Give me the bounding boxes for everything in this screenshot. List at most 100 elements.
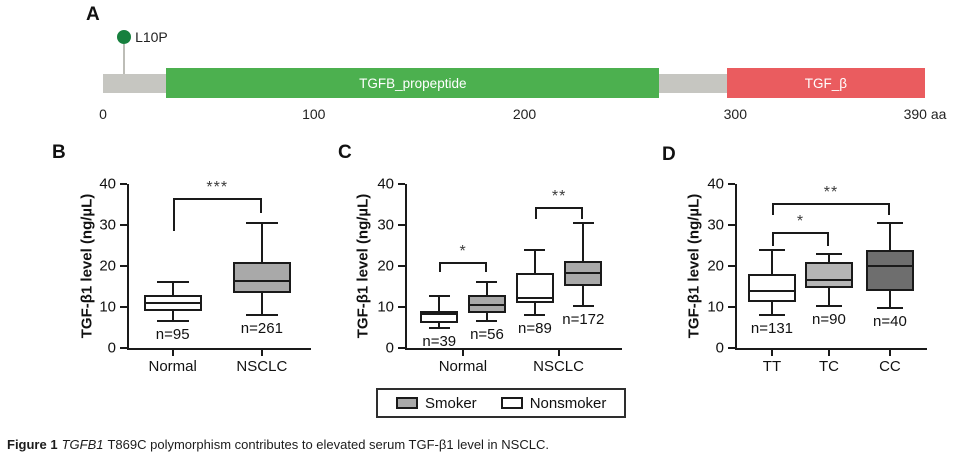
- protein-axis-tick-label: 100: [302, 106, 326, 122]
- y-tick-label: 10: [377, 298, 394, 316]
- whisker-cap-top: [876, 221, 903, 224]
- protein-axis-tick-label: 390 aa: [903, 106, 947, 122]
- y-axis-tick: [120, 347, 127, 349]
- y-tick-label: 20: [99, 257, 116, 275]
- y-axis-tick: [728, 306, 735, 308]
- bracket-drop-right: [826, 231, 829, 247]
- caption-text: T869C polymorphism contributes to elevat…: [107, 437, 549, 452]
- n-label: n=172: [562, 310, 605, 328]
- significance-stars: *: [796, 212, 805, 230]
- n-label: n=40: [873, 312, 907, 330]
- y-tick-label: 30: [707, 216, 724, 234]
- median-line: [867, 265, 912, 267]
- whisker-cap-bottom: [476, 319, 498, 322]
- median-line: [517, 296, 552, 299]
- box: [865, 250, 914, 291]
- significance-stars: *: [459, 242, 467, 260]
- y-tick-label: 0: [107, 339, 116, 357]
- y-axis-tick: [728, 224, 735, 226]
- bracket-drop-right: [887, 202, 890, 216]
- whisker-cap-bottom: [428, 326, 450, 329]
- y-axis-tick: [398, 183, 405, 185]
- median-line: [749, 289, 794, 292]
- n-label: n=89: [518, 320, 552, 338]
- significance-bracket: [439, 261, 487, 264]
- y-tick-label: 30: [99, 216, 116, 234]
- y-axis-tick: [398, 306, 405, 308]
- whisker-cap-bottom: [524, 314, 546, 317]
- y-axis-tick: [120, 306, 127, 308]
- whisker-cap-top: [428, 294, 450, 297]
- protein-axis-tick-label: 0: [99, 106, 107, 122]
- legend-label-smoker: Smoker: [425, 394, 477, 412]
- panel-d-ylabel: TGF-β1 level (ng/µL): [685, 193, 703, 339]
- x-category-label: TC: [818, 358, 839, 375]
- whisker-cap-top: [815, 252, 842, 255]
- whisker-cap-bottom: [156, 320, 189, 323]
- panel-b-ylabel: TGF-β1 level (ng/µL): [78, 193, 96, 339]
- domain-bar-1: TGF_β: [726, 68, 925, 98]
- y-axis-tick: [728, 347, 735, 349]
- significance-bracket: [172, 198, 262, 201]
- y-axis-tick: [728, 183, 735, 185]
- box: [747, 274, 796, 302]
- y-tick-label: 10: [99, 298, 116, 316]
- x-axis-tick: [888, 350, 891, 356]
- box: [232, 261, 291, 294]
- significance-stars: ***: [206, 179, 229, 197]
- x-category-label: NSCLC: [236, 358, 288, 375]
- mutation-label: L10P: [135, 29, 168, 45]
- bracket-drop-right: [259, 198, 262, 213]
- n-label: n=261: [240, 320, 283, 338]
- whisker-cap-bottom: [572, 304, 594, 307]
- whisker-cap-top: [572, 221, 594, 224]
- x-axis-tick: [461, 350, 464, 356]
- y-axis-tick: [120, 265, 127, 267]
- panel-b-plot: 0 10 20 30 40 Normal NSCLC n=95 n=261 ***: [99, 176, 311, 375]
- bracket-drop-left: [534, 206, 537, 219]
- x-axis-tick: [260, 350, 263, 356]
- smoker-swatch: [396, 397, 418, 409]
- domain-bar-0: TGFB_propeptide: [166, 68, 660, 98]
- x-category-label: TT: [762, 358, 782, 375]
- median-line: [422, 312, 457, 315]
- bracket-drop-right: [484, 261, 487, 273]
- y-tick-label: 10: [707, 298, 724, 316]
- y-tick-label: 40: [99, 175, 116, 193]
- significance-bracket: [771, 202, 890, 205]
- n-label: n=90: [812, 310, 846, 328]
- x-category-label: Normal: [438, 358, 488, 375]
- x-axis-tick: [171, 350, 174, 356]
- bracket-drop-left: [439, 261, 442, 273]
- panel-c-ylabel: TGF-β1 level (ng/µL): [354, 193, 372, 339]
- whisker-cap-bottom: [876, 306, 903, 309]
- y-axis-tick: [120, 183, 127, 185]
- whisker-cap-top: [524, 248, 546, 251]
- significance-stars: **: [823, 183, 839, 201]
- box: [467, 294, 506, 313]
- box: [804, 261, 853, 289]
- significance-stars: **: [551, 187, 567, 205]
- y-tick-label: 40: [707, 175, 724, 193]
- x-axis-tick: [770, 350, 773, 356]
- median-line: [806, 278, 851, 281]
- protein-axis-tick-label: 200: [512, 106, 537, 122]
- median-line: [234, 279, 289, 282]
- panel-c-plot: 0 10 20 30 40 Normal NSCLC n=39 n=56 n=89 n=172 * **: [377, 176, 622, 375]
- protein-axis-tick-label: 300: [723, 106, 747, 122]
- y-axis-tick: [728, 265, 735, 267]
- caption-figure-number: Figure 1: [7, 437, 58, 452]
- y-tick-label: 30: [377, 216, 394, 234]
- legend-item-nonsmoker: Nonsmoker: [500, 394, 607, 412]
- whisker-cap-bottom: [245, 314, 278, 317]
- significance-bracket: [771, 231, 829, 234]
- median-line: [469, 303, 504, 306]
- whisker-cap-top: [758, 249, 785, 252]
- x-category-label: Normal: [148, 358, 197, 375]
- n-label: n=131: [750, 320, 794, 338]
- y-tick-label: 0: [715, 339, 724, 357]
- mutation-stem: [123, 44, 125, 74]
- legend-label-nonsmoker: Nonsmoker: [529, 394, 607, 412]
- n-label: n=39: [422, 332, 457, 350]
- whisker-cap-top: [245, 221, 278, 224]
